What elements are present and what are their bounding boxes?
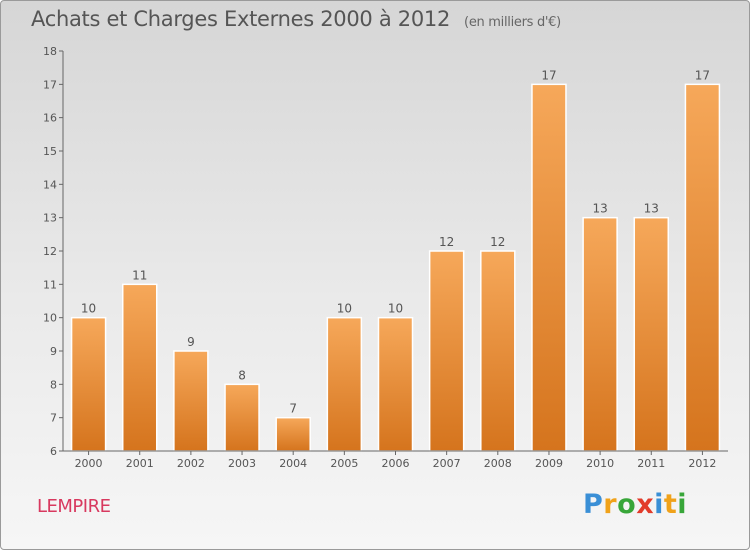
bar-2003 — [224, 383, 260, 452]
logo-letter: P — [583, 489, 604, 520]
x-tick-label-2006: 2006 — [382, 457, 410, 470]
y-tick-label-11: 11 — [43, 278, 57, 291]
commune-name: LEMPIRE — [37, 496, 111, 517]
y-tick-label-14: 14 — [43, 178, 57, 191]
logo-letter: i — [654, 489, 664, 520]
logo-letter: o — [617, 489, 637, 520]
chart-title-text: Achats et Charges Externes 2000 à 2012 — [31, 7, 451, 31]
bar-2002 — [173, 350, 209, 452]
proxiti-logo: Proxiti — [583, 489, 687, 520]
logo-letter: i — [677, 489, 688, 520]
data-label-2000: 10 — [81, 302, 96, 316]
y-tick-label-6: 6 — [50, 445, 57, 458]
data-label-2009: 17 — [541, 68, 556, 82]
x-tick-label-2011: 2011 — [637, 457, 665, 470]
bar-2006 — [377, 316, 414, 452]
data-label-2006: 10 — [388, 302, 403, 316]
data-label-2005: 10 — [337, 302, 352, 316]
bar-2005 — [326, 316, 363, 452]
data-label-2008: 12 — [490, 235, 505, 249]
bar-2000 — [70, 316, 107, 452]
data-label-2011: 13 — [644, 202, 659, 216]
logo-letter: t — [663, 489, 678, 520]
x-tick-label-2007: 2007 — [433, 457, 461, 470]
y-tick-label-8: 8 — [50, 378, 57, 391]
y-tick-label-16: 16 — [43, 112, 57, 125]
y-tick-label-18: 18 — [43, 45, 57, 58]
x-tick-label-2000: 2000 — [75, 457, 103, 470]
data-label-2003: 8 — [238, 368, 246, 382]
bar-2008 — [480, 250, 516, 452]
data-label-2007: 12 — [439, 235, 454, 249]
logo-letter: x — [636, 489, 655, 520]
y-tick-label-7: 7 — [50, 412, 57, 425]
y-tick-label-9: 9 — [50, 345, 57, 358]
bar-2007 — [428, 250, 465, 452]
bar-2009 — [531, 83, 567, 452]
x-tick-label-2012: 2012 — [688, 457, 716, 470]
data-label-2001: 11 — [132, 268, 147, 282]
logo-letter: r — [603, 489, 618, 520]
y-tick-label-12: 12 — [43, 245, 57, 258]
bar-2004 — [275, 416, 311, 452]
data-label-2012: 17 — [695, 68, 710, 82]
x-tick-label-2004: 2004 — [279, 457, 307, 470]
bar-2001 — [121, 283, 158, 452]
data-label-2002: 9 — [187, 335, 195, 349]
bar-2010 — [582, 216, 618, 452]
y-tick-label-15: 15 — [43, 145, 57, 158]
x-tick-label-2008: 2008 — [484, 457, 512, 470]
chart-unit: (en milliers d'€) — [464, 15, 561, 30]
y-tick-label-17: 17 — [43, 78, 57, 91]
y-tick-label-13: 13 — [43, 212, 57, 225]
x-tick-label-2009: 2009 — [535, 457, 563, 470]
x-tick-label-2010: 2010 — [586, 457, 614, 470]
data-label-2004: 7 — [289, 402, 297, 416]
bar-2011 — [633, 216, 670, 452]
y-tick-label-10: 10 — [43, 312, 57, 325]
x-tick-label-2002: 2002 — [177, 457, 205, 470]
x-tick-label-2001: 2001 — [126, 457, 154, 470]
bar-2012 — [684, 83, 721, 452]
data-label-2010: 13 — [592, 202, 607, 216]
x-tick-label-2005: 2005 — [330, 457, 358, 470]
x-tick-label-2003: 2003 — [228, 457, 256, 470]
chart-title: Achats et Charges Externes 2000 à 2012 (e… — [31, 7, 561, 31]
